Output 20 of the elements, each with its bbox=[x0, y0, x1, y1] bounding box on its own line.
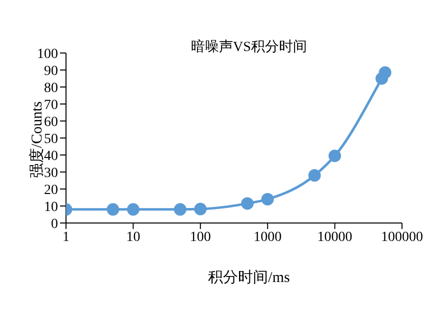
y-tick-label: 0 bbox=[51, 216, 58, 232]
y-tick-label: 80 bbox=[44, 80, 58, 96]
y-tick-label: 10 bbox=[44, 200, 58, 215]
y-tick-label: 60 bbox=[44, 114, 58, 130]
y-tick-label: 90 bbox=[44, 64, 58, 79]
chart-title: 暗噪声VS积分时间 bbox=[190, 38, 308, 56]
y-tick-label: 30 bbox=[44, 166, 58, 181]
x-tick-label: 100 bbox=[190, 230, 211, 245]
y-tick-label: 50 bbox=[44, 132, 58, 147]
y-axis-title: 强度/Counts bbox=[28, 101, 46, 178]
x-tick-label: 1000 bbox=[254, 230, 282, 245]
y-tick-label: 40 bbox=[44, 148, 58, 164]
x-tick-label: 100000 bbox=[381, 230, 423, 245]
y-tick-label: 20 bbox=[44, 182, 58, 198]
x-tick-label: 10 bbox=[126, 230, 140, 245]
x-tick-label: 10000 bbox=[317, 230, 352, 245]
x-axis-title: 积分时间/ms bbox=[207, 268, 291, 287]
y-tick-label: 100 bbox=[37, 46, 58, 62]
y-tick-label: 70 bbox=[44, 98, 58, 113]
x-tick-label: 1 bbox=[62, 230, 70, 245]
